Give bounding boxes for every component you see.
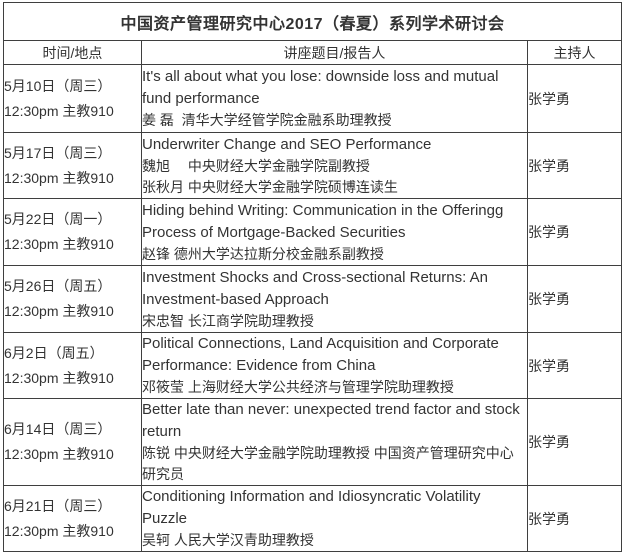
seminar-time-room: 12:30pm 主教910 (4, 303, 114, 319)
column-header-talk-speaker: 讲座题目/报告人 (141, 40, 528, 65)
host-cell: 张学勇 (526, 198, 623, 266)
seminar-time-room: 12:30pm 主教910 (4, 236, 114, 252)
speaker-line: 魏旭 中央财经大学金融学院副教授 (142, 157, 370, 174)
page-title: 中国资产管理研究中心2017（春夏）系列学术研讨会 (2, 2, 623, 41)
table-row: 5月17日（周三） 12:30pm 主教910 Underwriter Chan… (3, 132, 623, 199)
seminar-date: 6月2日（周五） (4, 344, 104, 361)
host-cell: 张学勇 (526, 64, 623, 133)
time-location-cell: 5月22日（周一） 12:30pm 主教910 (3, 198, 142, 266)
host-cell: 张学勇 (526, 398, 623, 486)
talk-cell: It's all about what you lose: downside l… (141, 64, 528, 133)
seminar-time-room: 12:30pm 主教910 (4, 446, 114, 462)
column-header-time-location: 时间/地点 (3, 40, 142, 65)
seminar-time-room: 12:30pm 主教910 (4, 369, 114, 386)
seminar-time-room: 12:30pm 主教910 (4, 522, 114, 539)
seminar-date: 5月10日（周三） (4, 77, 112, 94)
time-location-cell: 6月2日（周五） 12:30pm 主教910 (3, 332, 142, 399)
talk-title: It's all about what you lose: downside l… (142, 68, 499, 107)
table-row: 6月14日（周三） 12:30pm 主教910 Better late than… (3, 398, 623, 486)
talk-cell: Investment Shocks and Cross-sectional Re… (141, 265, 528, 333)
column-header-host: 主持人 (526, 40, 623, 65)
speaker-line: 张秋月 中央财经大学金融学院硕博连读生 (142, 178, 398, 195)
talk-cell: Hiding behind Writing: Communication in … (141, 198, 528, 266)
time-location-cell: 6月14日（周三） 12:30pm 主教910 (3, 398, 142, 486)
seminar-date: 5月26日（周五） (4, 278, 112, 294)
talk-cell: Underwriter Change and SEO Performance 魏… (141, 132, 528, 199)
seminar-date: 5月17日（周三） (4, 144, 112, 161)
time-location-cell: 5月17日（周三） 12:30pm 主教910 (3, 132, 142, 199)
speaker-line: 姜 磊 清华大学经管学院金融系助理教授 (142, 112, 392, 128)
seminar-time-room: 12:30pm 主教910 (4, 169, 114, 186)
table-row: 6月2日（周五） 12:30pm 主教910 Political Connect… (3, 332, 623, 399)
table-header-row: 时间/地点 讲座题目/报告人 主持人 (3, 40, 623, 65)
talk-cell: Conditioning Information and Idiosyncrat… (141, 485, 528, 552)
seminar-date: 6月21日（周三） (4, 497, 112, 514)
speaker-line: 邓筱莹 上海财经大学公共经济与管理学院助理教授 (142, 379, 454, 395)
host-cell: 张学勇 (526, 265, 623, 333)
talk-cell: Better late than never: unexpected trend… (141, 398, 528, 486)
talk-title: Underwriter Change and SEO Performance (142, 135, 432, 153)
speaker-line: 赵锋 德州大学达拉斯分校金融系副教授 (142, 245, 384, 262)
table-row: 5月10日（周三） 12:30pm 主教910 It's all about w… (3, 64, 623, 133)
seminar-time-room: 12:30pm 主教910 (4, 102, 114, 119)
talk-title: Hiding behind Writing: Communication in … (142, 201, 504, 241)
talk-title: Political Connections, Land Acquisition … (142, 335, 499, 374)
talk-title: Investment Shocks and Cross-sectional Re… (142, 268, 488, 308)
talk-title: Conditioning Information and Idiosyncrat… (142, 488, 481, 527)
host-cell: 张学勇 (526, 485, 623, 552)
title-row: 中国资产管理研究中心2017（春夏）系列学术研讨会 (2, 2, 623, 41)
seminar-date: 5月22日（周一） (4, 211, 112, 227)
speaker-line: 吴轲 人民大学汉青助理教授 (142, 532, 314, 548)
time-location-cell: 5月10日（周三） 12:30pm 主教910 (3, 64, 142, 133)
table-row: 5月26日（周五） 12:30pm 主教910 Investment Shock… (3, 265, 623, 333)
host-cell: 张学勇 (526, 332, 623, 399)
speaker-line: 陈锐 中央财经大学金融学院助理教授 中国资产管理研究中心研究员 (142, 445, 514, 482)
time-location-cell: 5月26日（周五） 12:30pm 主教910 (3, 265, 142, 333)
seminar-date: 6月14日（周三） (4, 421, 112, 437)
speaker-line: 宋忠智 长江商学院助理教授 (142, 312, 314, 329)
host-cell: 张学勇 (526, 132, 623, 199)
talk-cell: Political Connections, Land Acquisition … (141, 332, 528, 399)
time-location-cell: 6月21日（周三） 12:30pm 主教910 (3, 485, 142, 552)
table-row: 6月21日（周三） 12:30pm 主教910 Conditioning Inf… (3, 485, 623, 552)
table-row: 5月22日（周一） 12:30pm 主教910 Hiding behind Wr… (3, 198, 623, 266)
talk-title: Better late than never: unexpected trend… (142, 401, 520, 440)
